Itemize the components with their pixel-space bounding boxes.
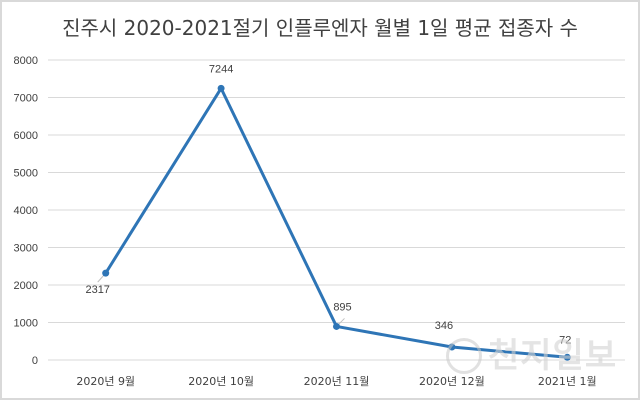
data-point-marker bbox=[563, 353, 571, 361]
x-tick-label: 2020년 10월 bbox=[188, 375, 254, 388]
x-tick-label: 2021년 1월 bbox=[538, 375, 597, 388]
y-tick-label: 4000 bbox=[14, 205, 38, 217]
data-point-marker bbox=[102, 269, 110, 277]
data-label: 346 bbox=[435, 320, 453, 332]
gridlines bbox=[48, 59, 625, 361]
y-tick-label: 6000 bbox=[14, 130, 38, 142]
y-tick-label: 2000 bbox=[14, 280, 38, 292]
series-line bbox=[104, 86, 568, 359]
y-tick-label: 7000 bbox=[14, 93, 38, 105]
watermark-text: 천지일보 bbox=[488, 336, 618, 376]
y-tick-label: 0 bbox=[32, 355, 38, 367]
data-label: 895 bbox=[333, 301, 351, 313]
x-tick-label: 2020년 9월 bbox=[76, 375, 135, 388]
data-label-leaders bbox=[97, 272, 345, 327]
y-tick-label: 5000 bbox=[14, 168, 38, 180]
y-tick-label: 3000 bbox=[14, 243, 38, 255]
data-point-marker bbox=[333, 322, 340, 330]
x-tick-label: 2020년 11월 bbox=[304, 375, 370, 388]
chart-title: 진주시 2020-2021절기 인플루엔자 월별 1일 평균 접종자 수 bbox=[62, 16, 578, 40]
data-labels: 2317 7244 895 346 72 bbox=[85, 63, 571, 346]
x-axis-ticks: 2020년 9월 2020년 10월 2020년 11월 2020년 12월 2021년… bbox=[76, 375, 596, 388]
y-tick-label: 8000 bbox=[14, 55, 38, 67]
x-tick-label: 2020년 12월 bbox=[419, 375, 485, 388]
y-axis-ticks: 8000 7000 6000 5000 4000 3000 2000 1000 0 bbox=[14, 55, 38, 367]
data-point-marker bbox=[217, 84, 225, 92]
y-tick-label: 1000 bbox=[14, 318, 38, 330]
data-label: 7244 bbox=[209, 63, 233, 75]
data-label: 72 bbox=[559, 334, 571, 346]
watermark-logo-icon bbox=[446, 338, 482, 374]
data-markers bbox=[102, 84, 571, 361]
data-label: 2317 bbox=[85, 284, 109, 296]
